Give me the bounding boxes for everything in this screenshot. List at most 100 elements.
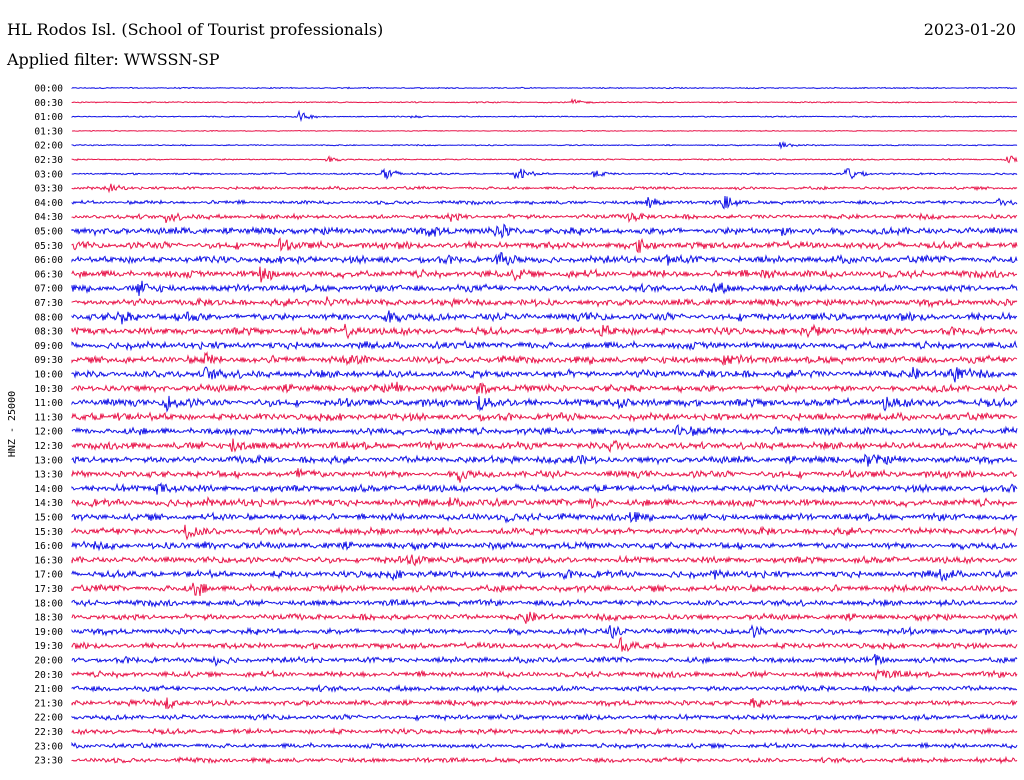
- trace-row-2100: [71, 683, 1018, 694]
- row-time-label: 05:00: [34, 227, 63, 238]
- row-time-label: 06:30: [34, 269, 63, 280]
- trace-row-0830: [71, 323, 1018, 340]
- row-time-label: 16:30: [34, 555, 63, 566]
- trace-row-2030: [71, 668, 1018, 681]
- row-time-label: 18:30: [34, 613, 63, 624]
- trace-row-0030: [71, 98, 1017, 105]
- trace-row-0730: [71, 296, 1018, 309]
- row-time-label: 00:30: [34, 98, 63, 109]
- trace-row-0400: [71, 195, 1018, 210]
- row-time-label: 20:00: [34, 656, 63, 667]
- trace-row-0700: [71, 280, 1018, 296]
- trace-row-0430: [71, 211, 1018, 224]
- trace-row-0000: [71, 86, 1018, 90]
- row-time-label: 12:00: [34, 427, 63, 438]
- row-time-label: 16:00: [34, 541, 63, 552]
- trace-row-1530: [71, 524, 1018, 541]
- row-time-label: 13:30: [34, 470, 63, 481]
- row-time-label: 14:30: [34, 498, 63, 509]
- trace-row-0130: [71, 129, 1018, 132]
- row-time-label: 00:00: [34, 84, 63, 95]
- station-title: HL Rodos Isl. (School of Tourist profess…: [7, 20, 384, 39]
- row-time-label: 11:00: [34, 398, 63, 409]
- row-time-label: 08:30: [34, 327, 63, 338]
- trace-row-0500: [71, 223, 1018, 239]
- trace-row-1400: [71, 482, 1018, 495]
- trace-row-0600: [71, 251, 1018, 266]
- row-time-label: 01:30: [34, 126, 63, 137]
- row-time-label: 09:00: [34, 341, 63, 352]
- row-time-label: 03:00: [34, 169, 63, 180]
- trace-row-1900: [71, 624, 1018, 640]
- row-time-label: 21:00: [34, 684, 63, 695]
- row-time-label: 15:30: [34, 527, 63, 538]
- row-time-label: 20:30: [34, 670, 63, 681]
- trace-row-1430: [71, 496, 1018, 510]
- row-time-label: 13:00: [34, 455, 63, 466]
- trace-row-1230: [71, 438, 1018, 453]
- trace-row-1030: [71, 381, 1018, 395]
- trace-row-1130: [71, 411, 1018, 423]
- y-axis-label: HNZ - 25000: [7, 391, 18, 457]
- trace-row-1830: [71, 611, 1018, 624]
- trace-row-1200: [71, 424, 1018, 437]
- trace-row-1500: [71, 511, 1018, 524]
- row-time-label: 17:00: [34, 570, 63, 581]
- row-time-label: 21:30: [34, 698, 63, 709]
- trace-row-1600: [71, 540, 1018, 552]
- row-time-label: 17:30: [34, 584, 63, 595]
- row-time-label: 07:30: [34, 298, 63, 309]
- row-time-label: 02:00: [34, 141, 63, 152]
- row-time-label: 05:30: [34, 241, 63, 252]
- trace-row-1930: [71, 636, 1018, 653]
- trace-row-0800: [71, 310, 1018, 325]
- row-time-label: 03:30: [34, 184, 63, 195]
- row-time-label: 07:00: [34, 284, 63, 295]
- row-time-label: 10:00: [34, 370, 63, 381]
- trace-row-2330: [71, 755, 1018, 765]
- trace-row-0930: [71, 351, 1018, 367]
- trace-row-0530: [71, 237, 1018, 254]
- trace-row-0630: [71, 266, 1018, 283]
- trace-row-2230: [71, 726, 1018, 736]
- row-time-label: 04:00: [34, 198, 63, 209]
- row-time-label: 10:30: [34, 384, 63, 395]
- row-time-label: 08:00: [34, 312, 63, 323]
- row-time-label: 06:00: [34, 255, 63, 266]
- trace-row-2130: [71, 697, 1018, 710]
- row-time-label: 15:00: [34, 513, 63, 524]
- trace-row-1700: [71, 568, 1018, 583]
- row-time-label: 02:30: [34, 155, 63, 166]
- trace-row-2200: [71, 712, 1018, 722]
- row-time-label: 01:00: [34, 112, 63, 123]
- row-time-label: 19:30: [34, 641, 63, 652]
- row-time-label: 22:00: [34, 713, 63, 724]
- trace-row-1000: [71, 366, 1018, 383]
- row-time-label: 11:30: [34, 412, 63, 423]
- row-time-label: 22:30: [34, 727, 63, 738]
- trace-row-0900: [71, 339, 1018, 352]
- row-time-label: 23:00: [34, 741, 63, 752]
- trace-row-2300: [71, 741, 1018, 750]
- row-time-label: 23:30: [34, 756, 63, 767]
- row-time-label: 14:00: [34, 484, 63, 495]
- row-time-label: 09:30: [34, 355, 63, 366]
- trace-row-1100: [71, 395, 1018, 413]
- record-date: 2023-01-20: [923, 20, 1016, 39]
- trace-row-1330: [71, 467, 1018, 483]
- trace-row-0200: [71, 140, 1018, 150]
- row-time-label: 12:30: [34, 441, 63, 452]
- trace-row-1800: [71, 598, 1018, 608]
- trace-row-0330: [71, 183, 1018, 194]
- trace-row-1630: [71, 554, 1018, 567]
- row-time-label: 18:00: [34, 598, 63, 609]
- trace-row-1730: [71, 582, 1018, 596]
- row-time-label: 04:30: [34, 212, 63, 223]
- trace-row-1300: [71, 453, 1018, 467]
- row-time-label: 19:00: [34, 627, 63, 638]
- trace-row-0100: [71, 109, 1018, 123]
- trace-row-0230: [71, 155, 1018, 164]
- trace-row-2000: [71, 653, 1018, 667]
- trace-row-0300: [71, 167, 1018, 180]
